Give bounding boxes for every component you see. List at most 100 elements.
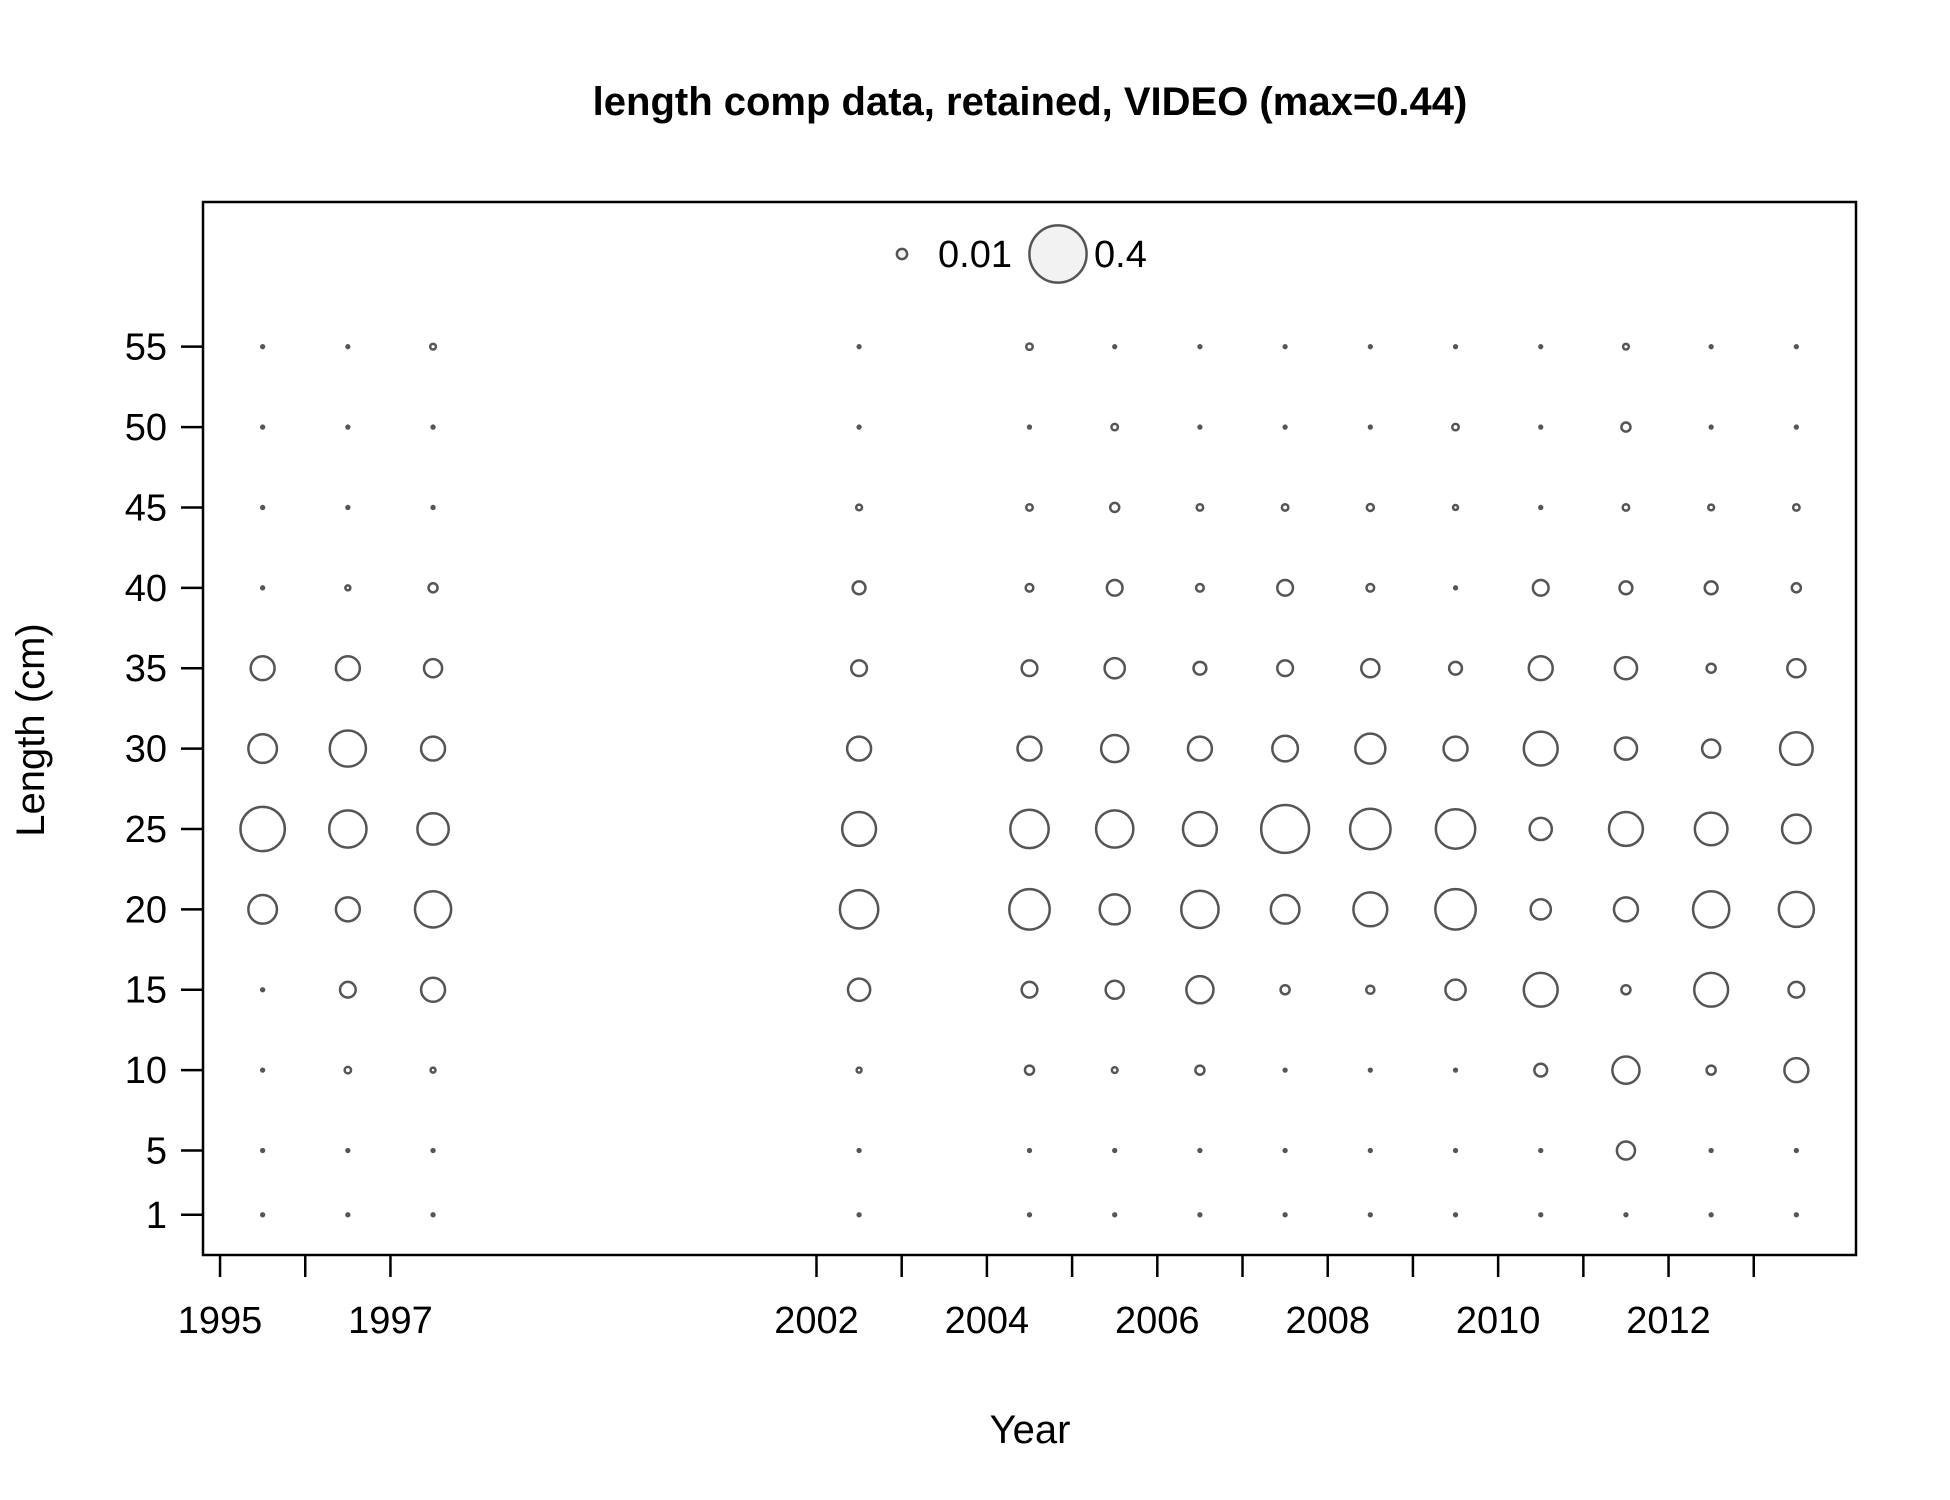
bubble-point (345, 424, 351, 430)
legend-label-large: 0.4 (1094, 234, 1147, 276)
bubble-point (1099, 733, 1130, 764)
bubble-point (1280, 503, 1290, 512)
bubble-point (1707, 503, 1716, 512)
bubble-point (1538, 344, 1544, 350)
bubble-point (1110, 1066, 1119, 1075)
bubble-point (327, 809, 368, 849)
bubble-point (1700, 738, 1722, 759)
bubble-point (1360, 657, 1381, 679)
bubble-point (1621, 342, 1631, 351)
bubble-point (1529, 897, 1553, 921)
bubble-point (1271, 734, 1300, 763)
bubble-point (1533, 1062, 1549, 1078)
legend-bubble-large (1028, 224, 1088, 284)
bubble-point (840, 810, 878, 848)
bubble-point (1269, 893, 1301, 925)
bubble-point (429, 1066, 437, 1074)
bubble-point (1367, 1212, 1373, 1218)
bubble-point (1186, 735, 1214, 762)
bubble-point (419, 735, 447, 762)
bubble-point (1105, 578, 1124, 597)
bubble-point (1793, 344, 1800, 350)
bubble-point (1348, 807, 1392, 851)
bubble-point (1108, 501, 1121, 514)
bubble-point (1708, 1212, 1714, 1218)
y-tick-label: 55 (125, 327, 167, 369)
bubble-point (334, 896, 362, 923)
bubble-point (1282, 1147, 1288, 1154)
bubble-point (1259, 803, 1311, 855)
bubble-point (1192, 660, 1208, 676)
bubble-point (334, 654, 362, 682)
bubble-point (1185, 974, 1215, 1005)
bubble-point (259, 1067, 266, 1073)
x-tick-label: 2012 (1626, 1300, 1711, 1342)
x-axis-label: Year (990, 1408, 1071, 1452)
bubble-point (1367, 1147, 1373, 1154)
bubble-point (838, 888, 880, 930)
x-axis: 1995 1997 2002 2004 2006 2008 2010 2012 (178, 1255, 1756, 1342)
bubble-point (1098, 893, 1131, 926)
bubble-point (1008, 887, 1051, 931)
bubble-point (1793, 1212, 1800, 1218)
legend: 0.01 0.4 (895, 224, 1147, 284)
bubble-point (1708, 344, 1714, 350)
bubble-point (1623, 1212, 1629, 1218)
x-tick-label: 1997 (348, 1300, 433, 1342)
bubble-point (1282, 1212, 1288, 1218)
bubble-point (1020, 659, 1039, 678)
bubble-point (1780, 813, 1812, 845)
bubble-point (856, 344, 862, 350)
bubble-point (1026, 1147, 1033, 1154)
bubble-point (1611, 1055, 1641, 1085)
bubble-point (338, 980, 357, 999)
bubble-point (1180, 889, 1220, 930)
bubble-point (416, 812, 450, 846)
bubble-point (1282, 1067, 1288, 1073)
bubble-point (850, 659, 869, 678)
bubble-point (1367, 424, 1373, 430)
bubble-point (413, 890, 453, 929)
bubble-point (249, 654, 276, 682)
bubble-point (845, 735, 873, 762)
bubble-point (1527, 654, 1554, 682)
bubble-point (1692, 971, 1730, 1008)
bubble-point (1693, 811, 1729, 847)
y-tick-label: 35 (125, 648, 167, 690)
bubble-point (1452, 344, 1459, 350)
bubble-point (1020, 980, 1039, 999)
bubble-point (1621, 503, 1631, 512)
bubble-point (239, 805, 287, 853)
bubble-point (259, 987, 266, 993)
bubble-point (1025, 503, 1034, 512)
bubble-point (1197, 1212, 1203, 1218)
x-tick-label: 2008 (1285, 1300, 1370, 1342)
bubble-point (430, 1212, 436, 1218)
bubble-point (1197, 1147, 1203, 1154)
bubble-point (1451, 422, 1460, 432)
bubble-point (1452, 1212, 1459, 1218)
y-tick-label: 50 (125, 407, 167, 449)
bubble-point (1195, 503, 1205, 512)
bubble-point (1365, 502, 1376, 513)
legend-label-small: 0.01 (938, 234, 1012, 276)
y-tick-label: 30 (125, 729, 167, 771)
bubble-point (854, 503, 864, 512)
bubble-point (419, 976, 447, 1003)
y-tick-label: 15 (125, 970, 167, 1012)
bubble-point (1009, 808, 1050, 850)
y-tick-label: 25 (125, 809, 167, 851)
bubble-point (1705, 1064, 1717, 1076)
bubble-point (1691, 890, 1731, 929)
bubble-point (259, 344, 266, 350)
bubble-point (1452, 585, 1459, 591)
bubble-point (1352, 891, 1389, 928)
bubble-point (1790, 582, 1803, 594)
bubble-point (1276, 659, 1295, 678)
bubble-layer (239, 342, 1816, 1218)
bubble-point (1522, 971, 1559, 1008)
bubble-point (1452, 1067, 1459, 1073)
bubble-point (1452, 1147, 1459, 1154)
bubble-point (1708, 1147, 1714, 1154)
bubble-point (851, 580, 867, 596)
